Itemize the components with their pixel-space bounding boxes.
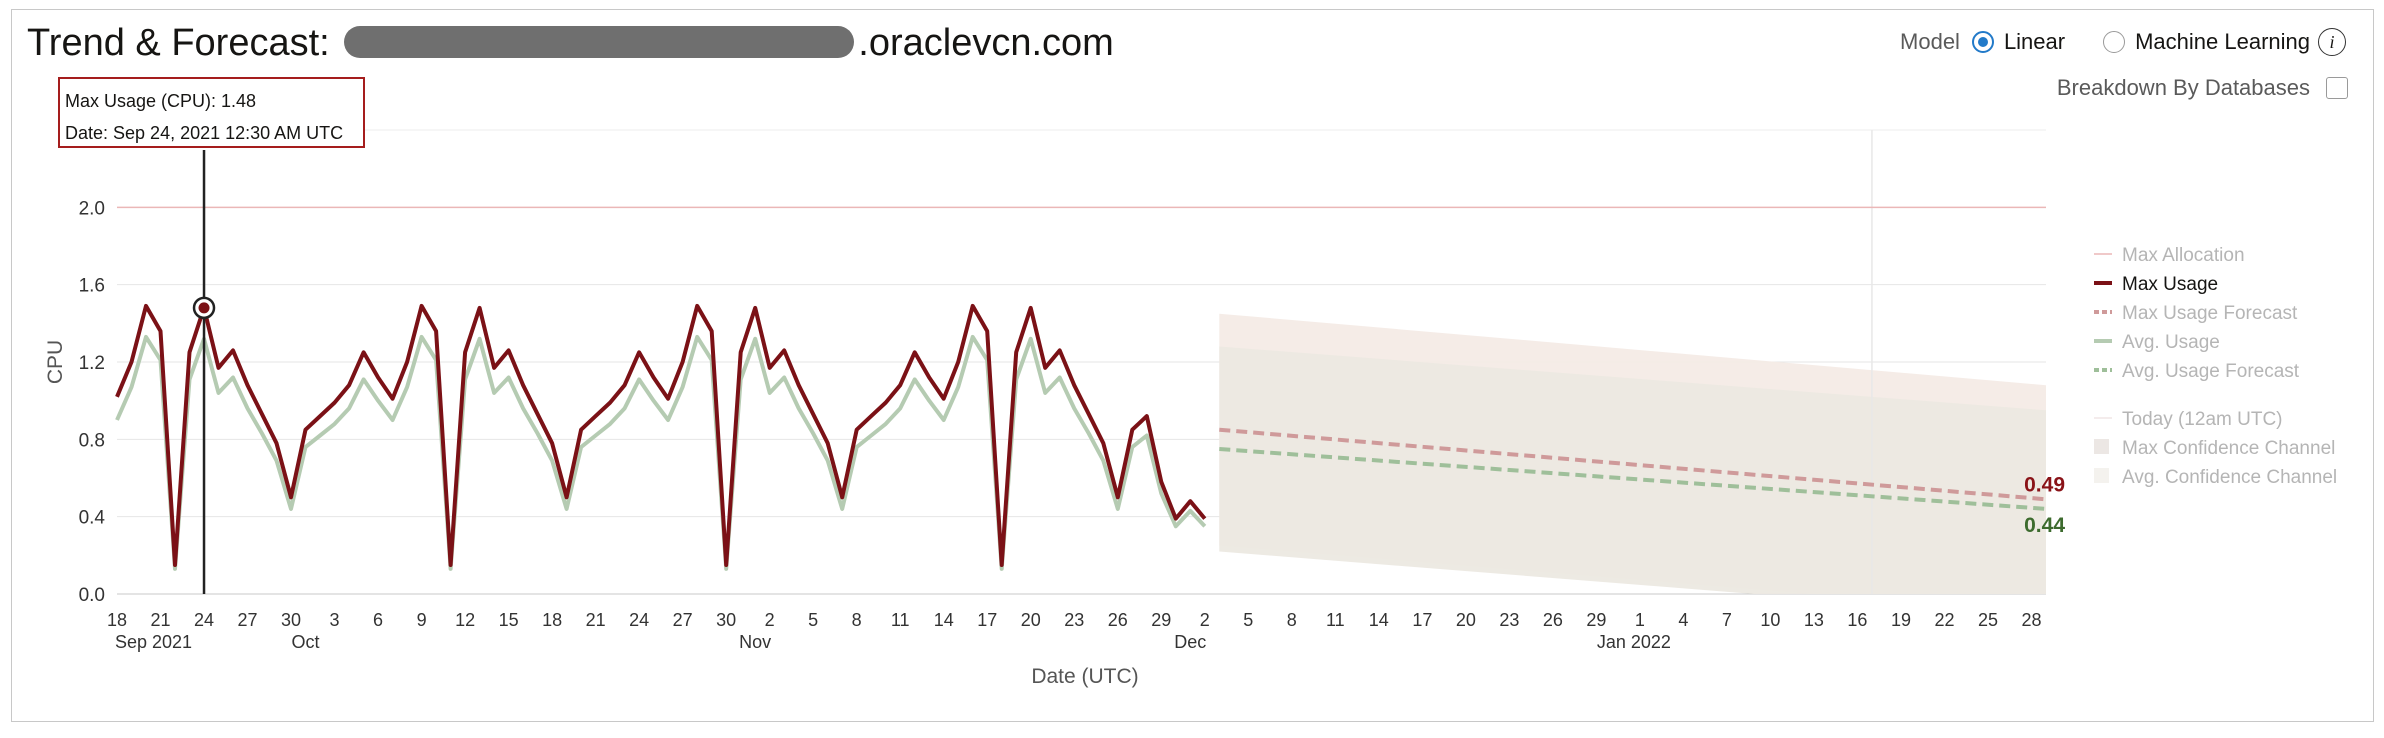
redacted-hostname <box>344 25 855 58</box>
avg-confidence-band <box>1219 346 2046 594</box>
legend-swatch <box>2094 439 2109 454</box>
x-tick-label: 14 <box>934 610 954 630</box>
y-tick-label: 0.4 <box>79 508 106 529</box>
x-tick-label: 8 <box>852 610 862 630</box>
x-tick-label: 17 <box>1412 610 1432 630</box>
linear-label: Linear <box>2003 29 2066 54</box>
radio-machine-learning[interactable] <box>2103 31 2126 53</box>
x-tick-label: 28 <box>2021 610 2041 630</box>
max-usage-forecast-line <box>1219 427 2047 502</box>
x-tick-label: 4 <box>1678 610 1688 630</box>
info-icon[interactable]: i <box>2318 28 2346 56</box>
x-tick-label: 20 <box>1456 610 1476 630</box>
x-tick-label: 24 <box>629 610 649 630</box>
x-tick-label: 17 <box>977 610 997 630</box>
hover-marker-dot <box>198 302 210 314</box>
legend-item-label: Avg. Confidence Channel <box>2122 467 2337 488</box>
x-tick-label: 21 <box>586 610 606 630</box>
x-month-label: Jan 2022 <box>1597 632 1671 652</box>
x-tick-label: 5 <box>808 610 818 630</box>
x-tick-label: 9 <box>417 610 427 630</box>
x-tick-label: 20 <box>1021 610 1041 630</box>
legend-item-label: Avg. Usage <box>2122 332 2220 353</box>
breakdown-toggle[interactable]: Breakdown By Databases <box>2057 75 2348 101</box>
avg-usage-line <box>115 334 1207 571</box>
breakdown-checkbox[interactable] <box>2326 77 2348 99</box>
legend-item-label: Max Usage Forecast <box>2122 303 2298 324</box>
x-tick-label: 3 <box>330 610 340 630</box>
legend-item-label: Max Usage <box>2122 274 2218 295</box>
x-tick-label: 12 <box>455 610 475 630</box>
chart-panel <box>11 9 2374 722</box>
y-axis-title: CPU <box>44 340 67 384</box>
x-tick-label: 26 <box>1108 610 1128 630</box>
tooltip-line-date: Date: Sep 24, 2021 12:30 AM UTC <box>65 123 344 143</box>
title-suffix: .oraclevcn.com <box>858 22 1114 64</box>
legend-swatch <box>2094 468 2109 483</box>
legend-item-label: Today (12am UTC) <box>2122 409 2283 430</box>
x-month-label: Oct <box>292 632 320 652</box>
x-tick-label: 25 <box>1978 610 1998 630</box>
x-tick-label: 7 <box>1722 610 1732 630</box>
y-tick-label: 1.2 <box>79 353 105 374</box>
model-option-ml[interactable]: Machine Learning <box>2103 29 2310 55</box>
x-tick-label: 15 <box>499 610 519 630</box>
model-selector: Model Linear Machine Learning i <box>1900 28 2346 56</box>
avg-forecast-end-label: 0.44 <box>2024 514 2065 537</box>
page-title: Trend & Forecast: .oraclevcn.com <box>27 22 1114 65</box>
x-tick-label: 23 <box>1499 610 1519 630</box>
y-tick-label: 1.6 <box>79 276 105 297</box>
avg-usage-forecast-line <box>1219 447 2047 511</box>
y-tick-label: 0.0 <box>79 585 105 606</box>
x-tick-label: 29 <box>1586 610 1606 630</box>
x-axis-title: Date (UTC) <box>1031 665 1138 688</box>
tooltip-line-usage: Max Usage (CPU): 1.48 <box>65 91 257 111</box>
x-tick-label: 2 <box>765 610 775 630</box>
x-tick-label: 1 <box>1635 610 1645 630</box>
x-tick-label: 13 <box>1804 610 1824 630</box>
x-tick-label: 29 <box>1151 610 1171 630</box>
x-tick-label: 8 <box>1287 610 1297 630</box>
radio-linear[interactable] <box>1971 31 1994 53</box>
x-tick-label: 30 <box>716 610 736 630</box>
x-tick-label: 23 <box>1064 610 1084 630</box>
x-tick-label: 19 <box>1891 610 1911 630</box>
model-option-linear[interactable]: Linear <box>1971 29 2066 55</box>
data-tooltip: Max Usage (CPU): 1.48 Date: Sep 24, 2021… <box>58 77 365 148</box>
legend-item-label: Max Allocation <box>2122 245 2245 266</box>
x-month-label: Nov <box>739 632 771 652</box>
breakdown-label: Breakdown By Databases <box>2056 75 2310 100</box>
y-tick-label: 0.8 <box>79 430 105 451</box>
x-tick-label: 11 <box>891 610 910 630</box>
x-tick-label: 30 <box>281 610 301 630</box>
x-tick-label: 22 <box>1934 610 1954 630</box>
max-usage-line <box>115 303 1207 567</box>
y-tick-label: 2.0 <box>79 198 105 219</box>
ml-label: Machine Learning <box>2135 29 2310 54</box>
model-label: Model <box>1900 29 1960 54</box>
x-tick-label: 26 <box>1543 610 1563 630</box>
x-tick-label: 6 <box>373 610 383 630</box>
x-tick-label: 5 <box>1243 610 1253 630</box>
x-tick-label: 14 <box>1369 610 1389 630</box>
x-tick-label: 27 <box>673 610 693 630</box>
x-tick-label: 21 <box>150 610 170 630</box>
max-forecast-end-label: 0.49 <box>2024 473 2065 496</box>
title-prefix: Trend & Forecast: <box>27 22 330 64</box>
x-tick-label: 18 <box>542 610 562 630</box>
x-month-label: Dec <box>1174 632 1206 652</box>
x-tick-label: 10 <box>1760 610 1780 630</box>
x-tick-label: 27 <box>238 610 258 630</box>
x-tick-label: 2 <box>1200 610 1210 630</box>
x-month-label: Sep 2021 <box>115 632 192 652</box>
legend-item-label: Max Confidence Channel <box>2122 438 2335 459</box>
x-tick-label: 16 <box>1847 610 1867 630</box>
legend-item-label: Avg. Usage Forecast <box>2122 361 2300 382</box>
x-tick-label: 24 <box>194 610 214 630</box>
x-tick-label: 18 <box>107 610 127 630</box>
x-tick-label: 11 <box>1326 610 1345 630</box>
